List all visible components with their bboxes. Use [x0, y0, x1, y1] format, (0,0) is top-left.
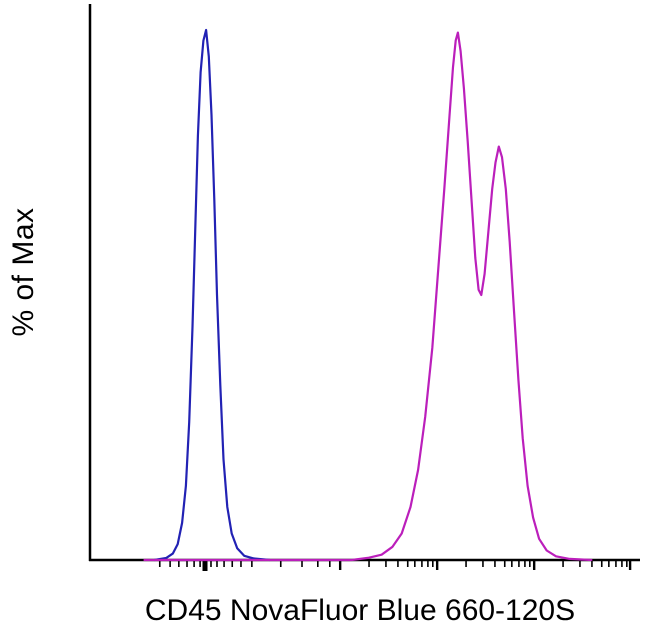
- histogram-curve-unstained-control: [153, 28, 271, 562]
- y-axis-label: % of Max: [7, 207, 40, 337]
- histogram-curve-cd45-stained: [143, 31, 593, 562]
- x-axis-label: CD45 NovaFluor Blue 660-120S: [144, 594, 576, 627]
